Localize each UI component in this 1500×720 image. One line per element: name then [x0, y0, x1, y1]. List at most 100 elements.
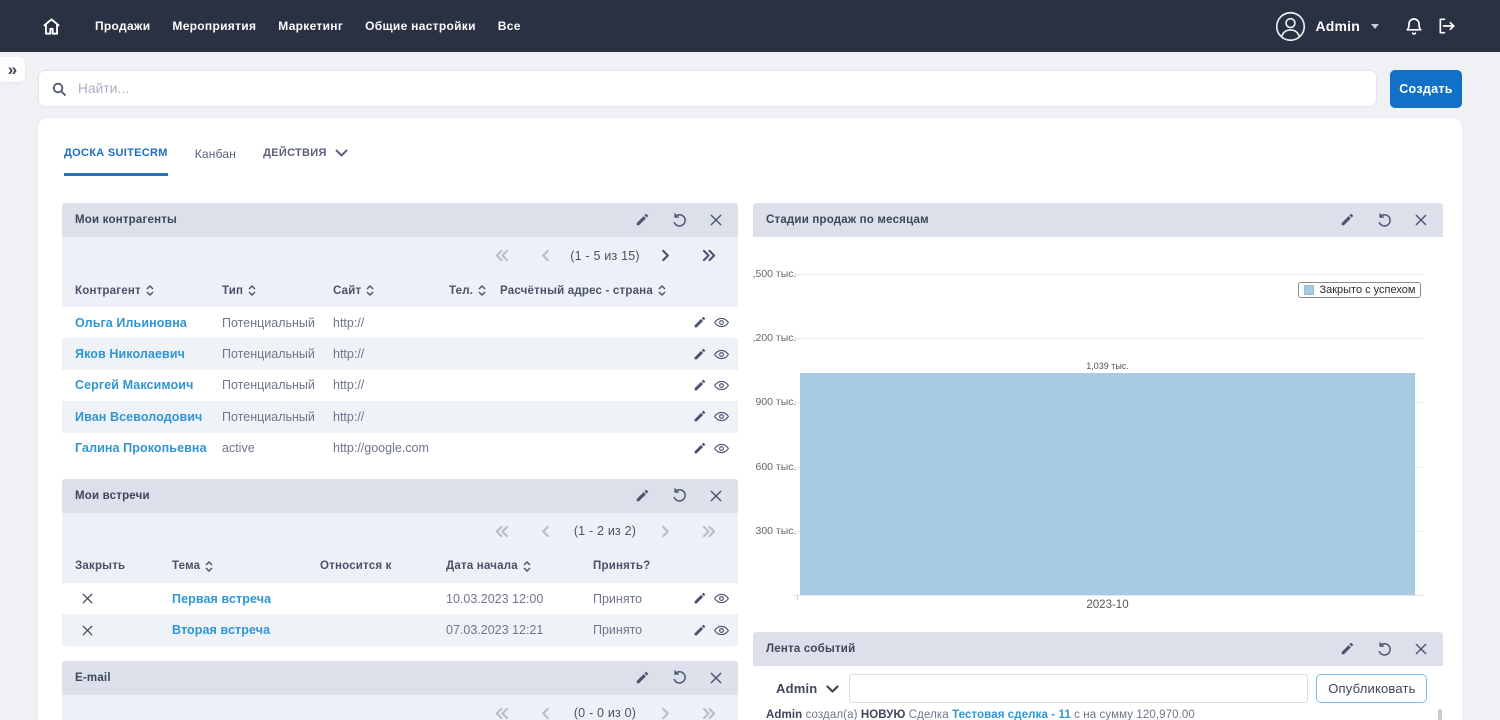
refresh-dashlet-icon[interactable]: [671, 670, 687, 686]
prev-page-button[interactable]: [537, 705, 553, 720]
dashboard-card: ДОСКА SUITECRM Канбан ДЕЙСТВИЯ Мои контр…: [38, 118, 1462, 720]
next-page-button[interactable]: [657, 523, 673, 539]
tab-kanban[interactable]: Канбан: [194, 147, 237, 161]
feed-author-select[interactable]: Admin: [766, 675, 849, 703]
meeting-row: Первая встреча 10.03.2023 12:00 Принято: [62, 582, 738, 615]
refresh-dashlet-icon[interactable]: [671, 488, 687, 504]
home-icon[interactable]: [38, 13, 64, 39]
chevron-down-icon: [826, 684, 840, 693]
publish-button[interactable]: Опубликовать: [1316, 674, 1428, 703]
account-link[interactable]: Иван Всеволодович: [75, 409, 203, 424]
y-axis-tick-label: 900 тыс.: [755, 396, 797, 409]
x-axis-tick: [797, 595, 798, 600]
account-link[interactable]: Сергей Максимоич: [75, 378, 194, 393]
edit-dashlet-icon[interactable]: [634, 488, 650, 504]
feed-post-input[interactable]: [849, 674, 1309, 703]
feed-scrollbar[interactable]: [1438, 709, 1443, 720]
first-page-button[interactable]: [493, 705, 509, 720]
close-dashlet-icon[interactable]: [708, 212, 724, 228]
first-page-button[interactable]: [493, 248, 509, 264]
account-link[interactable]: Галина Прокопьевна: [75, 441, 207, 456]
close-meeting-icon[interactable]: [81, 592, 94, 605]
view-row-icon[interactable]: [714, 623, 729, 638]
edit-dashlet-icon[interactable]: [634, 670, 650, 686]
menu-item-settings[interactable]: Общие настройки: [365, 19, 476, 33]
edit-row-icon[interactable]: [692, 591, 707, 606]
last-page-button[interactable]: [701, 523, 717, 539]
edit-dashlet-icon[interactable]: [1339, 212, 1355, 228]
menu-item-marketing[interactable]: Маркетинг: [278, 19, 344, 33]
sales-stages-bar-chart: Закрыто с успехом 300 тыс. 600 тыс. 900 ты…: [753, 237, 1444, 617]
edit-row-icon[interactable]: [692, 315, 707, 330]
close-dashlet-icon[interactable]: [708, 670, 724, 686]
view-row-icon[interactable]: [714, 347, 729, 362]
prev-page-button[interactable]: [537, 248, 553, 264]
refresh-dashlet-icon[interactable]: [671, 212, 687, 228]
sort-icon[interactable]: [366, 285, 374, 296]
next-page-button[interactable]: [657, 705, 673, 720]
close-dashlet-icon[interactable]: [1413, 641, 1429, 657]
sort-icon[interactable]: [248, 285, 256, 296]
panel-title: Мои контрагенты: [75, 214, 178, 226]
panel-title: Стадии продаж по месяцам: [766, 214, 929, 226]
sidebar-expand-button[interactable]: »: [0, 57, 25, 82]
close-dashlet-icon[interactable]: [708, 488, 724, 504]
close-meeting-icon[interactable]: [81, 624, 94, 637]
sort-icon[interactable]: [523, 560, 531, 572]
tab-board-suitecrm[interactable]: ДОСКА SUITECRM: [64, 147, 168, 176]
account-link[interactable]: Ольга Ильиновна: [75, 315, 187, 330]
sort-icon[interactable]: [658, 285, 666, 296]
close-dashlet-icon[interactable]: [1413, 212, 1429, 228]
meetings-pagination: (1 - 2 из 2): [62, 513, 738, 550]
prev-page-button[interactable]: [537, 523, 553, 539]
account-row: Яков Николаевич Потенциальный http://: [62, 338, 738, 370]
create-button[interactable]: Создать: [1390, 70, 1462, 108]
deal-link[interactable]: Тестовая сделка - 11: [952, 709, 1071, 720]
sort-icon[interactable]: [146, 285, 154, 296]
search-input[interactable]: [78, 81, 1364, 96]
last-page-button[interactable]: [701, 705, 717, 720]
view-row-icon[interactable]: [714, 315, 729, 330]
logout-icon[interactable]: [1437, 16, 1457, 36]
panel-activity-feed: Лента событий Admin: [753, 632, 1444, 720]
view-row-icon[interactable]: [714, 441, 729, 456]
toolbar: Создать: [38, 70, 1462, 108]
user-menu[interactable]: Admin: [1275, 11, 1379, 42]
next-page-button[interactable]: [657, 248, 673, 264]
user-name: Admin: [1315, 18, 1360, 34]
account-link[interactable]: Яков Николаевич: [75, 347, 185, 362]
view-row-icon[interactable]: [714, 591, 729, 606]
menu-item-events[interactable]: Мероприятия: [172, 19, 257, 33]
edit-row-icon[interactable]: [692, 409, 707, 424]
refresh-dashlet-icon[interactable]: [1376, 212, 1392, 228]
edit-row-icon[interactable]: [692, 378, 707, 393]
view-row-icon[interactable]: [714, 409, 729, 424]
meeting-link[interactable]: Вторая встреча: [172, 623, 271, 638]
first-page-button[interactable]: [493, 523, 509, 539]
sort-icon[interactable]: [205, 560, 213, 572]
edit-row-icon[interactable]: [692, 623, 707, 638]
panel-title: Лента событий: [766, 643, 856, 655]
refresh-dashlet-icon[interactable]: [1376, 641, 1392, 657]
edit-row-icon[interactable]: [692, 441, 707, 456]
sort-icon[interactable]: [478, 285, 486, 296]
menu-item-all[interactable]: Все: [497, 19, 521, 33]
edit-row-icon[interactable]: [692, 347, 707, 362]
bar-closed-won[interactable]: [800, 372, 1415, 595]
tab-actions[interactable]: ДЕЙСТВИЯ: [263, 147, 348, 173]
view-row-icon[interactable]: [714, 378, 729, 393]
bar-value-label: 1,039 тыс.: [1086, 360, 1129, 371]
top-navbar: Продажи Мероприятия Маркетинг Общие наст…: [0, 0, 1500, 52]
edit-dashlet-icon[interactable]: [1339, 641, 1355, 657]
meeting-row: Вторая встреча 07.03.2023 12:21 Принято: [62, 614, 738, 646]
chart-gridline: [793, 274, 1425, 275]
menu-item-sales[interactable]: Продажи: [95, 19, 151, 33]
meeting-link[interactable]: Первая встреча: [172, 591, 272, 606]
notifications-bell-icon[interactable]: [1404, 16, 1424, 37]
account-row: Иван Всеволодович Потенциальный http://: [62, 401, 738, 433]
edit-dashlet-icon[interactable]: [634, 212, 650, 228]
last-page-button[interactable]: [701, 248, 717, 264]
account-row: Галина Прокопьевна active http://google.…: [62, 432, 738, 464]
chart-gridline: [793, 338, 1425, 340]
chart-legend[interactable]: Закрыто с успехом: [1298, 282, 1422, 298]
